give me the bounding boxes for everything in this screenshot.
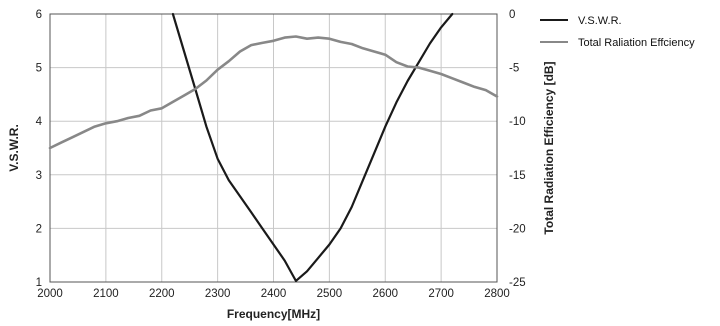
y-left-tick-labels: 1 2 3 4 5 6 xyxy=(36,9,43,289)
x-tick-label: 2800 xyxy=(484,288,510,300)
y-right-axis-label: Total Radiation Efficiency [dB] xyxy=(542,61,556,234)
y-left-tick-label: 1 xyxy=(36,277,42,289)
y-right-tick-label: -25 xyxy=(509,277,526,289)
x-tick-labels: 2000 2100 2200 2300 2400 2500 2600 2700 2800 xyxy=(37,288,510,300)
series-line-vswr xyxy=(171,12,454,282)
y-right-tick-labels: 0 -5 -10 -15 -20 -25 xyxy=(509,9,526,289)
y-right-tick-label: -15 xyxy=(509,170,526,182)
y-left-tick-label: 2 xyxy=(36,223,42,235)
grid xyxy=(49,13,498,283)
legend: V.S.W.R. Total Raliation Effciency xyxy=(540,15,695,49)
x-axis-label: Frequency[MHz] xyxy=(227,307,320,321)
legend-label-efficiency: Total Raliation Effciency xyxy=(578,37,695,49)
legend-label-vswr: V.S.W.R. xyxy=(578,15,622,27)
y-left-tick-label: 5 xyxy=(36,63,42,75)
y-right-tick-label: -10 xyxy=(509,116,526,128)
y-right-tick-label: -5 xyxy=(509,63,519,75)
series-line-efficiency xyxy=(48,35,499,150)
x-tick-label: 2600 xyxy=(372,288,398,300)
y-left-axis-label: V.S.W.R. xyxy=(7,124,21,172)
series-layer xyxy=(48,12,499,282)
x-tick-label: 2300 xyxy=(205,288,231,300)
y-right-tick-label: -20 xyxy=(509,223,526,235)
x-tick-label: 2500 xyxy=(317,288,343,300)
x-tick-label: 2400 xyxy=(261,288,287,300)
y-left-tick-label: 4 xyxy=(36,116,43,128)
x-tick-label: 2700 xyxy=(428,288,454,300)
y-right-tick-label: 0 xyxy=(509,9,515,21)
x-tick-label: 2200 xyxy=(149,288,175,300)
y-left-tick-label: 3 xyxy=(36,170,42,182)
x-tick-label: 2000 xyxy=(37,288,63,300)
x-tick-label: 2100 xyxy=(93,288,119,300)
y-left-tick-label: 6 xyxy=(36,9,42,21)
